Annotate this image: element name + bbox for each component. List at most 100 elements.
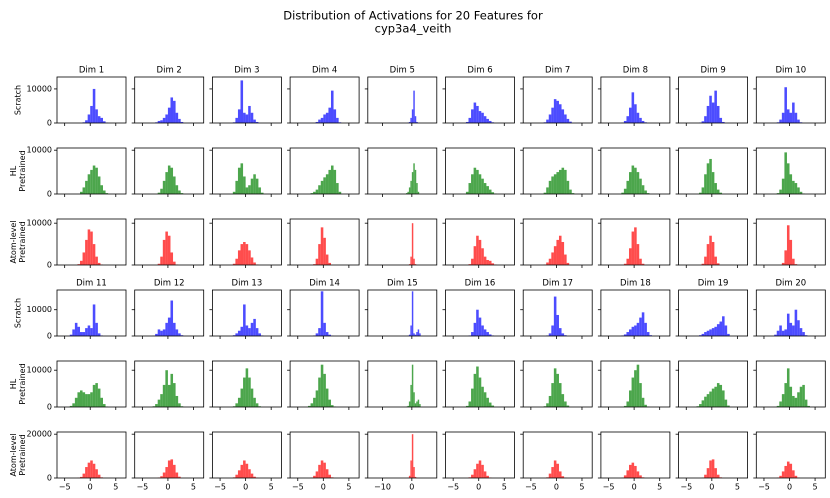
x-tick-label: 5 — [191, 483, 196, 492]
histogram-bar — [336, 117, 339, 123]
histogram-bar — [716, 474, 720, 478]
histogram-bar — [476, 235, 479, 265]
histogram-bar — [255, 178, 259, 194]
histogram-bar — [636, 112, 640, 123]
histogram-bar — [476, 366, 479, 407]
histogram-bar — [310, 403, 314, 407]
histogram-bar — [701, 333, 705, 336]
histogram-bar — [255, 121, 259, 123]
histogram-bar — [789, 386, 793, 407]
histogram-bar — [330, 165, 334, 194]
histogram-bar — [170, 373, 174, 407]
histogram-bar — [82, 332, 86, 336]
histogram-bar — [250, 112, 254, 123]
panel-frame — [367, 360, 438, 408]
y-tick-label: 10000 — [27, 84, 52, 93]
histogram-bar — [416, 401, 418, 407]
histogram-bar — [626, 180, 630, 194]
panel-title: Dim 11 — [76, 279, 107, 289]
histogram-bar — [85, 239, 88, 265]
histogram-bar — [248, 469, 251, 478]
histogram-bar — [486, 397, 489, 407]
histogram-bar — [77, 264, 80, 265]
histogram-bar — [87, 462, 91, 478]
histogram-bar — [704, 174, 707, 194]
histogram-bar — [623, 120, 627, 123]
histogram-bar — [167, 165, 171, 194]
histogram-bar — [328, 262, 331, 265]
histogram-bar — [157, 263, 161, 265]
histogram-bar — [245, 463, 249, 478]
histogram-bar — [546, 119, 549, 123]
histogram-bar — [491, 405, 495, 407]
histogram-bar — [87, 325, 91, 336]
panel-title: Dim 17 — [542, 279, 573, 289]
histogram — [776, 368, 810, 407]
histogram-bar — [553, 460, 557, 478]
histogram — [468, 460, 492, 478]
y-tick-label: 0 — [47, 190, 52, 199]
x-tick-label: 0 — [632, 483, 637, 492]
histogram-bar — [564, 401, 567, 407]
row-label: Pretrained — [18, 434, 27, 475]
panel-frame — [367, 147, 438, 195]
histogram-bar — [411, 291, 414, 336]
histogram-bar — [92, 165, 96, 194]
histogram-bar — [313, 264, 316, 265]
panel-frame — [678, 76, 748, 124]
histogram-bar — [699, 404, 702, 407]
row-label: Scratch — [14, 85, 23, 115]
histogram-bar — [641, 263, 645, 265]
histogram-bar — [716, 189, 720, 194]
panel-title: Dim 19 — [698, 279, 729, 289]
histogram-bar — [320, 364, 324, 407]
histogram-bar — [471, 174, 474, 194]
row-label: HL — [9, 378, 18, 389]
chart-title: Distribution of Activations for 20 Featu… — [283, 9, 543, 23]
panel-frame — [600, 147, 671, 195]
histogram-bar — [636, 172, 640, 194]
histogram-bar — [336, 183, 339, 194]
histogram-bar — [716, 105, 720, 123]
histogram-bar — [564, 114, 567, 123]
histogram-bar — [779, 325, 782, 336]
histogram-bar — [310, 193, 314, 194]
histogram-bar — [325, 174, 329, 194]
histogram-bar — [631, 231, 635, 265]
histogram — [407, 434, 417, 478]
histogram-bar — [714, 183, 717, 194]
panel-title: Dim 8 — [623, 66, 648, 76]
histogram-bar — [792, 180, 795, 194]
histogram-bar — [799, 191, 803, 194]
histogram-bar — [488, 260, 492, 265]
histogram-bar — [240, 326, 244, 336]
histogram-bar — [232, 191, 236, 194]
histogram-bar — [95, 167, 98, 194]
histogram-bar — [237, 250, 241, 265]
histogram-bar — [781, 471, 785, 478]
x-tick-label: 5 — [113, 483, 118, 492]
histogram — [623, 364, 650, 407]
histogram-bar — [714, 90, 717, 123]
histogram-bar — [178, 476, 181, 478]
histogram-bar — [807, 405, 810, 407]
histogram-bar — [97, 388, 101, 407]
histogram-bar — [548, 473, 552, 478]
histogram-bar — [779, 189, 782, 194]
histogram-bar — [566, 180, 570, 194]
panel-frame — [367, 431, 438, 479]
histogram-bar — [546, 403, 549, 407]
histogram-bar — [701, 187, 705, 194]
histogram-bar — [781, 394, 785, 407]
histogram-bar — [784, 152, 787, 194]
histogram-bar — [248, 377, 251, 407]
histogram-bar — [558, 235, 562, 265]
histogram-bar — [103, 404, 106, 407]
histogram-bar — [160, 394, 163, 407]
histogram-bar — [558, 328, 562, 336]
histogram-bar — [325, 332, 329, 336]
histogram-bar — [473, 469, 477, 478]
histogram-bar — [626, 401, 630, 407]
panel-frame — [367, 218, 438, 266]
histogram-bar — [72, 329, 75, 336]
